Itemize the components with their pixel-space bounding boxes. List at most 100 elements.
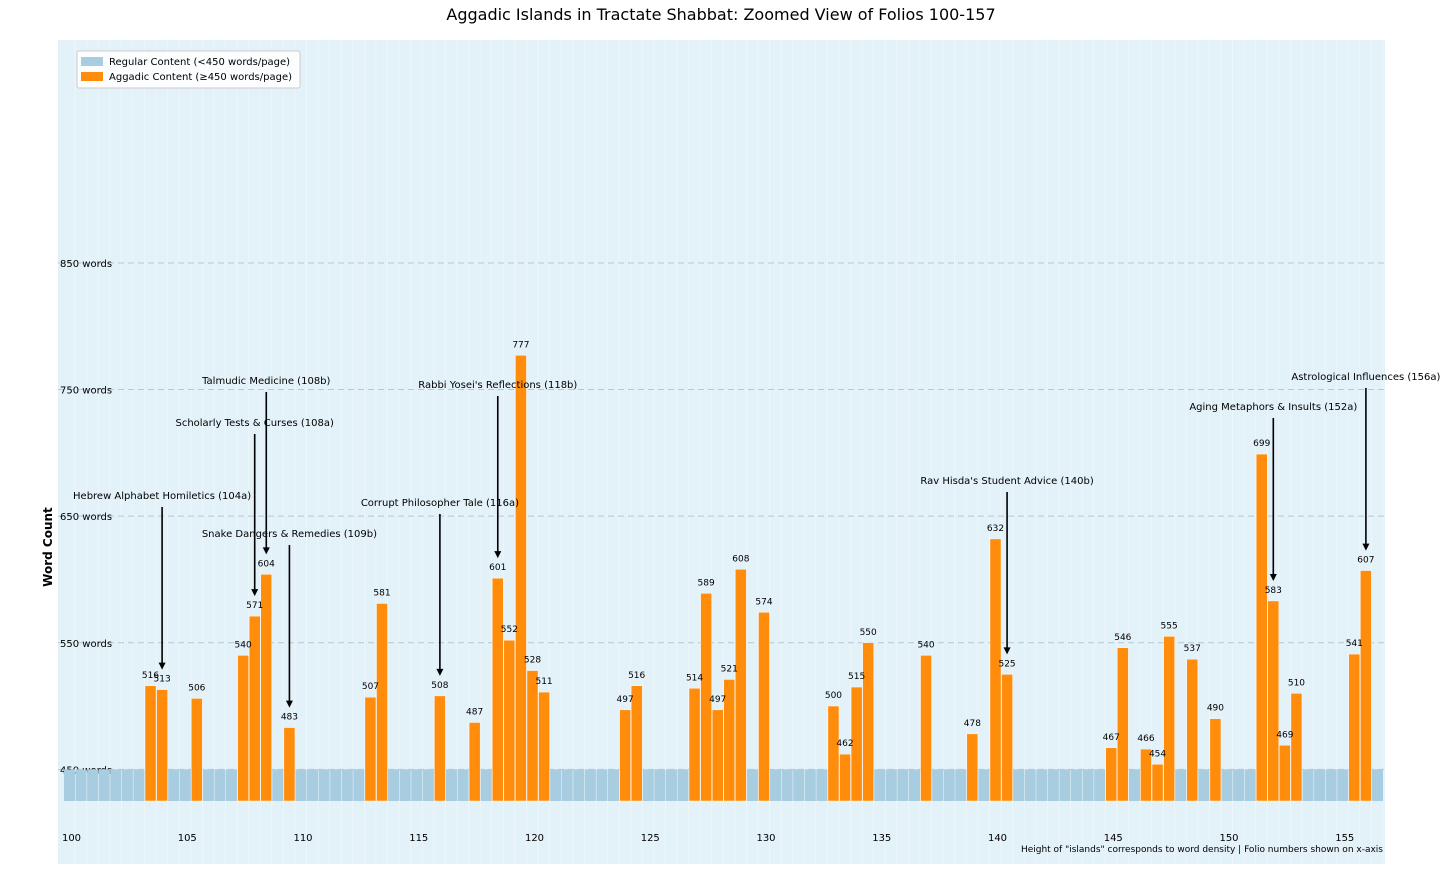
aggadic-bar — [1348, 653, 1361, 802]
aggadic-bar — [434, 695, 446, 802]
aggadic-bar — [364, 696, 377, 802]
regular-bar — [1233, 769, 1245, 801]
bar-value-label: 515 — [848, 672, 865, 682]
bar-value-label: 490 — [1207, 704, 1224, 714]
regular-bar — [307, 769, 319, 801]
regular-bar — [1314, 769, 1326, 801]
bar-value-label: 604 — [258, 559, 275, 569]
annotation-arrow-head — [436, 668, 444, 676]
regular-bar — [330, 769, 342, 801]
regular-bar — [98, 769, 110, 801]
regular-bar — [816, 769, 828, 801]
regular-bar — [480, 769, 492, 801]
bar-value-label: 511 — [535, 677, 552, 687]
regular-bar — [214, 769, 226, 801]
aggadic-bar — [712, 709, 724, 802]
x-tick-label: 140 — [988, 833, 1007, 844]
regular-bar — [677, 769, 689, 801]
bar-value-label: 574 — [755, 597, 772, 607]
aggadic-bar — [839, 753, 851, 802]
regular-bar — [608, 769, 620, 801]
regular-bar — [781, 769, 793, 801]
aggadic-bar — [758, 612, 770, 802]
bar-value-label: 581 — [373, 589, 390, 599]
bar-value-label: 607 — [1357, 556, 1374, 566]
chart-title: Aggadic Islands in Tractate Shabbat: Zoo… — [446, 5, 995, 24]
regular-bar — [64, 769, 75, 801]
aggadic-bar — [1105, 747, 1117, 802]
aggadic-bar — [1001, 674, 1013, 802]
bar-value-label: 632 — [987, 524, 1004, 534]
regular-bar — [596, 769, 608, 801]
regular-bar — [573, 769, 585, 801]
regular-bar — [1244, 769, 1256, 801]
annotation-arrow-head — [158, 662, 166, 670]
regular-bar — [202, 769, 214, 801]
aggadic-bar — [850, 686, 863, 802]
bar-value-label: 583 — [1265, 586, 1282, 596]
aggadic-bar — [283, 727, 296, 802]
aggadic-bars — [144, 355, 1372, 802]
aggadic-bar — [630, 685, 643, 802]
aggadic-bar — [1186, 659, 1198, 802]
regular-bar — [341, 769, 353, 801]
aggadic-bar — [1140, 748, 1152, 802]
bar-value-label: 497 — [617, 695, 634, 705]
annotation-text: Rabbi Yosei's Reflections (118b) — [418, 380, 577, 391]
annotation-arrow-head — [251, 589, 259, 597]
regular-bar — [388, 769, 400, 801]
bar-value-label: 528 — [524, 656, 541, 666]
aggadic-bar — [248, 615, 261, 802]
bar-value-label: 507 — [362, 682, 379, 692]
bar-value-label: 497 — [709, 695, 726, 705]
bar-value-label: 525 — [998, 659, 1015, 669]
x-tick-label: 130 — [756, 833, 775, 844]
regular-bar — [932, 769, 944, 801]
legend-swatch-aggadic — [81, 72, 103, 81]
regular-bar — [885, 769, 897, 801]
regular-bar — [411, 769, 423, 801]
annotation-arrow-head — [1362, 543, 1370, 551]
x-tick-label: 155 — [1335, 833, 1354, 844]
aggadic-bar — [492, 577, 504, 802]
x-axis-ticks: 100 105 110 115 120 125 130 135 140 145 150 155 — [62, 833, 1354, 844]
aggadic-bar — [503, 640, 516, 802]
regular-bar — [179, 769, 191, 801]
aggadic-bar — [989, 538, 1002, 802]
aggadic-bar — [827, 705, 840, 802]
aggadic-bar — [619, 709, 631, 802]
annotation-arrow-head — [494, 551, 502, 559]
aggadic-bar — [735, 569, 747, 802]
bar-value-label: 571 — [246, 601, 263, 611]
aggadic-bar — [1267, 600, 1280, 802]
aggadic-bar — [191, 698, 203, 802]
annotation-arrow-head — [285, 700, 293, 708]
regular-bar — [1198, 769, 1210, 801]
regular-bar — [1082, 769, 1094, 801]
x-tick-label: 135 — [872, 833, 891, 844]
bar-value-label: 540 — [235, 640, 252, 650]
legend-label-regular: Regular Content (<450 words/page) — [109, 57, 290, 68]
bar-value-label: 516 — [628, 671, 645, 681]
aggadic-bar — [515, 355, 527, 802]
aggadic-bar — [1209, 718, 1222, 802]
x-tick-label: 145 — [1104, 833, 1123, 844]
bar-value-label: 550 — [860, 628, 877, 638]
regular-bar — [1325, 769, 1337, 801]
bar-value-label: 469 — [1276, 730, 1293, 740]
annotation-text: Rav Hisda's Student Advice (140b) — [920, 476, 1093, 487]
bar-value-label: 552 — [501, 625, 518, 635]
regular-bar — [1013, 769, 1025, 801]
aggadic-bar — [723, 679, 735, 802]
regular-bar — [110, 769, 122, 801]
annotation-arrow-head — [1003, 647, 1011, 655]
bar-value-label: 508 — [431, 681, 448, 691]
aggadic-bar — [862, 642, 874, 802]
regular-bar — [955, 769, 967, 801]
y-axis-label: Word Count — [41, 507, 55, 587]
regular-bar — [1302, 769, 1314, 801]
x-tick-label: 120 — [525, 833, 544, 844]
regular-bar — [550, 769, 562, 801]
regular-bar — [272, 769, 284, 801]
annotation-arrow-head — [1269, 573, 1277, 581]
